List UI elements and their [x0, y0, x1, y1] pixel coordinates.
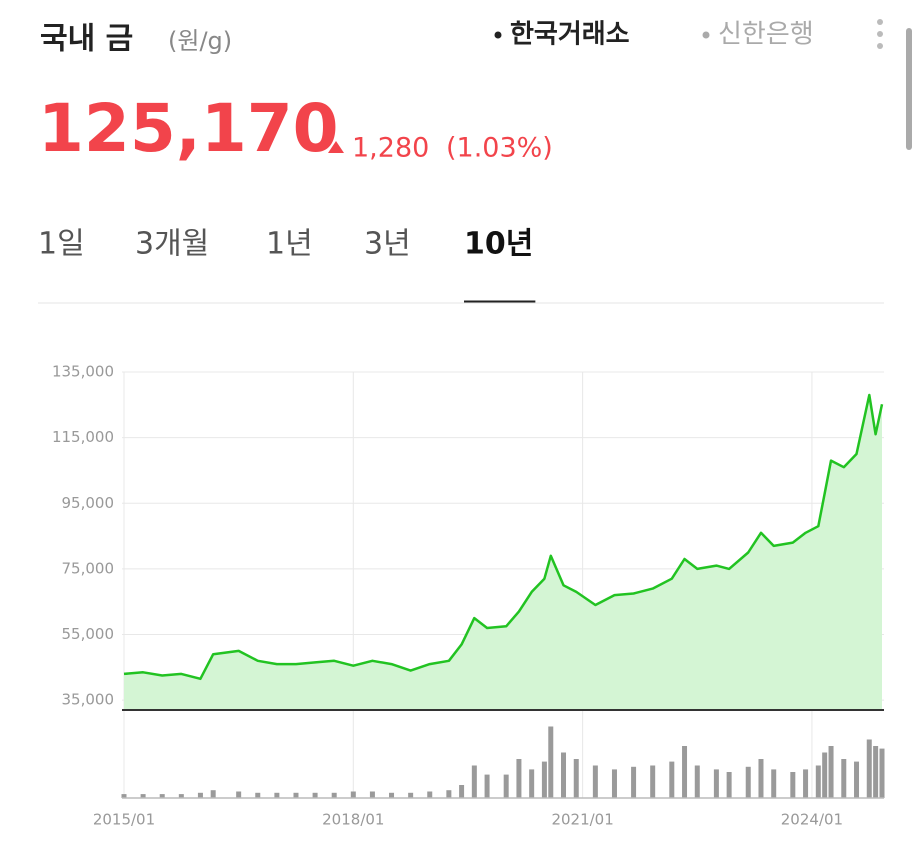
volume-bar: [408, 792, 414, 798]
volume-bar: [471, 765, 477, 798]
volume-bar: [873, 746, 879, 798]
y-tick-label: 75,000: [62, 559, 115, 577]
volume-bar: [178, 794, 184, 798]
volume-bar: [828, 746, 834, 798]
volume-bar: [561, 752, 567, 798]
volume-bar: [350, 791, 356, 798]
title: 국내 금: [40, 22, 133, 57]
volume-bar: [541, 761, 547, 798]
unit: (원/g): [168, 27, 232, 55]
volume-bar: [255, 792, 261, 798]
volume-bar: [503, 774, 509, 798]
volume-bar: [236, 791, 242, 798]
x-tick-label: 2018/01: [322, 811, 384, 829]
menu-button[interactable]: [877, 19, 883, 49]
volume-bar: [669, 761, 675, 798]
y-tick-label: 35,000: [62, 691, 115, 709]
y-tick-label: 135,000: [52, 363, 114, 381]
price-change: 1,280: [352, 133, 429, 164]
period-tab[interactable]: 3개월: [135, 227, 209, 262]
volume-bar: [529, 769, 535, 798]
volume-bar: [140, 794, 146, 798]
price-line: [123, 393, 884, 681]
y-tick-label: 55,000: [62, 625, 115, 643]
volume-bar: [197, 792, 203, 798]
volume-bar: [331, 792, 337, 798]
volume-bar: [446, 790, 452, 798]
volume-bar: [516, 759, 522, 798]
volume-bar: [758, 759, 764, 798]
volume-bar: [484, 774, 490, 798]
volume-bar: [312, 792, 318, 798]
source-tab[interactable]: 한국거래소: [510, 20, 630, 50]
x-tick-label: 2021/01: [551, 811, 613, 829]
volume-bar: [771, 769, 777, 798]
period-tab[interactable]: 10년: [464, 227, 533, 262]
volume-bar: [274, 792, 280, 798]
y-tick-label: 115,000: [52, 428, 114, 446]
volume-bar: [790, 772, 796, 798]
volume-bar: [866, 739, 872, 798]
volume-bar: [573, 759, 579, 798]
period-tab[interactable]: 3년: [364, 227, 411, 262]
volume-bar: [694, 765, 700, 798]
volume-bar: [822, 752, 828, 798]
x-tick-label: 2024/01: [781, 811, 843, 829]
volume-bar: [713, 769, 719, 798]
price: 125,170: [38, 90, 339, 167]
volume-bar: [389, 792, 395, 798]
volume-bar: [841, 759, 847, 798]
x-tick-label: 2015/01: [93, 811, 155, 829]
up-arrow: [328, 141, 344, 153]
scrollbar: [906, 28, 912, 150]
y-tick-label: 95,000: [62, 494, 115, 512]
volume-bar: [592, 765, 598, 798]
volume-bar: [427, 791, 433, 798]
volume-bar: [611, 769, 617, 798]
volume-bar: [293, 792, 299, 798]
source-tab[interactable]: 신한은행: [718, 20, 814, 50]
volume-bar: [459, 785, 465, 798]
volume-bar: [121, 794, 127, 798]
bullet: [702, 31, 710, 39]
period-tab[interactable]: 1년: [266, 227, 313, 262]
volume-bar: [369, 791, 375, 798]
volume-bar: [682, 746, 688, 798]
price-area: [124, 395, 882, 710]
volume-bar: [815, 765, 821, 798]
period-tab[interactable]: 1일: [38, 227, 85, 262]
volume-bar: [548, 726, 554, 798]
price-change-pct: (1.03%): [446, 133, 553, 164]
volume-bar: [854, 761, 860, 798]
volume-bar: [159, 794, 165, 798]
bullet: [494, 31, 502, 39]
volume-bar: [726, 772, 732, 798]
volume-bar: [803, 769, 809, 798]
volume-bar: [210, 790, 216, 798]
volume-bar: [631, 766, 637, 798]
volume-bar: [879, 748, 885, 798]
volume-bar: [745, 766, 751, 798]
volume-bar: [650, 765, 656, 798]
